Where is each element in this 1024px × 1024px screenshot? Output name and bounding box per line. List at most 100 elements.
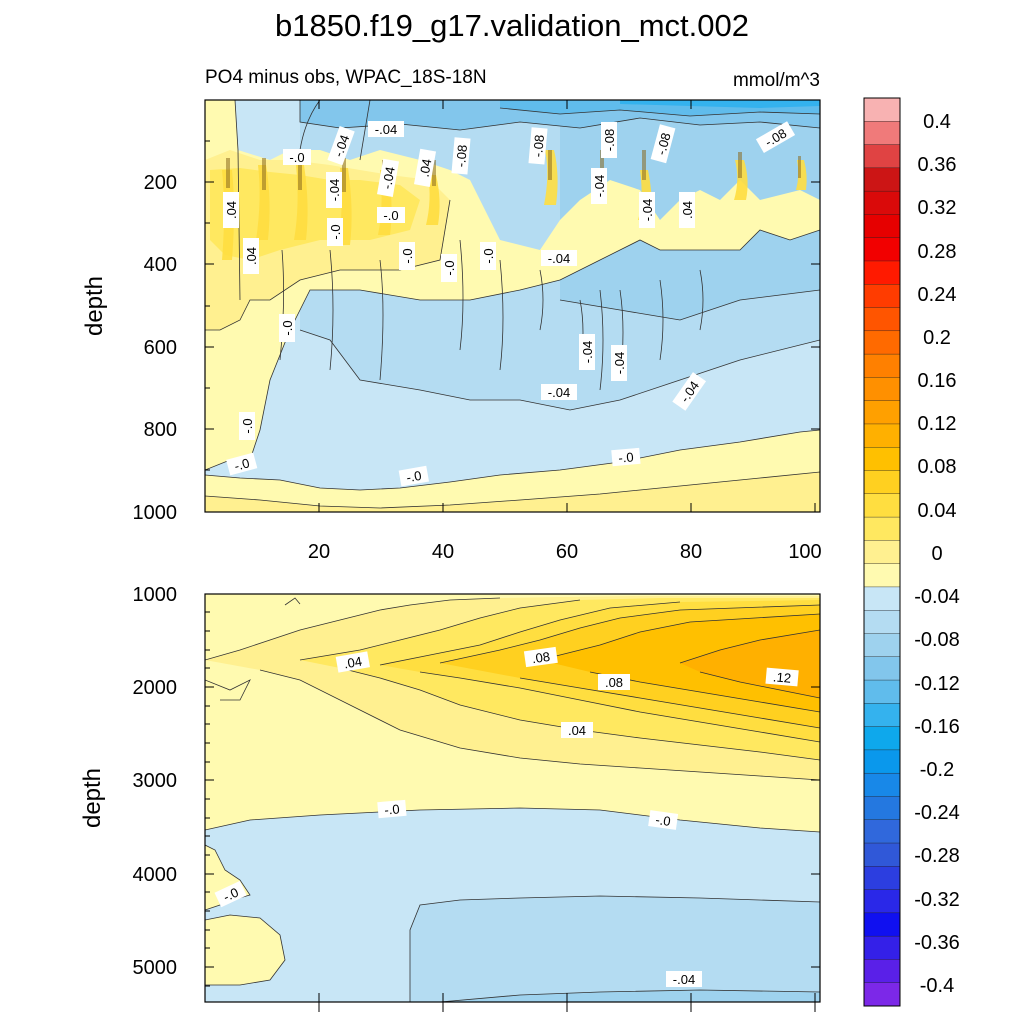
upper-field-pos04-bottom xyxy=(205,472,820,512)
lower-ytick-2000: 2000 xyxy=(133,677,178,699)
upper-xtick-20: 20 xyxy=(308,541,330,563)
upper-contour-label-28: -.0 xyxy=(240,418,255,433)
colorbar-label-0: 0 xyxy=(931,543,942,565)
upper-xaxis-ticks xyxy=(318,100,816,512)
colorbar-label-0.36: 0.36 xyxy=(918,154,957,176)
colorbar-segment xyxy=(863,610,901,634)
colorbar-label-0.2: 0.2 xyxy=(923,327,951,349)
upper-xaxis-labels: 20 40 60 80 100 xyxy=(308,541,822,563)
colorbar-segment xyxy=(863,563,901,588)
lower-contour-label-7: -.0 xyxy=(655,812,672,829)
colorbar-label-neg0.16: -0.16 xyxy=(914,716,960,738)
colorbar-segment xyxy=(863,796,901,821)
lower-contour-labels: .04 .08 .08 .12 .04 -.0 -.0 -.0 -.04 xyxy=(214,646,799,987)
colorbar-frame xyxy=(863,97,901,1007)
colorbar-label-0.16: 0.16 xyxy=(918,370,957,392)
colorbar-segment xyxy=(863,307,901,332)
colorbar-segment xyxy=(863,819,901,844)
lower-plot-area xyxy=(205,594,820,1002)
colorbar-segment xyxy=(863,97,901,122)
colorbar-segment xyxy=(863,912,901,937)
colorbar-label-neg0.2: -0.2 xyxy=(920,759,954,781)
lower-contour-label-2: .08 xyxy=(531,649,551,666)
colorbar-label-neg0.28: -0.28 xyxy=(914,845,960,867)
upper-contour-label-12: -.08 xyxy=(602,129,617,151)
upper-contour-label-10: -.08 xyxy=(453,144,470,168)
colorbar-segment xyxy=(863,656,901,681)
upper-contour-label-11: -.08 xyxy=(530,134,547,158)
colorbar-labels: 0.4 0.36 0.32 0.28 0.24 0.2 0.16 0.12 0.… xyxy=(914,111,960,997)
colorbar-label-0.08: 0.08 xyxy=(918,456,957,478)
upper-contour-label-25: -.04 xyxy=(612,352,627,374)
upper-ytick-200: 200 xyxy=(144,172,177,194)
upper-xtick-60: 60 xyxy=(556,541,578,563)
colorbar-label-neg0.4: -0.4 xyxy=(920,975,954,997)
colorbar-label-0.12: 0.12 xyxy=(918,413,957,435)
upper-field-neg20-surface xyxy=(620,100,820,108)
upper-contour-label-23: -.04 xyxy=(548,251,570,266)
lower-ytick-5000: 5000 xyxy=(133,957,178,979)
upper-yaxis-ticks xyxy=(205,140,820,513)
colorbar-segment xyxy=(863,447,901,472)
lower-plot-frame xyxy=(204,593,821,1003)
upper-contour-label-13: -.08 xyxy=(653,131,673,157)
colorbar-segment xyxy=(863,959,901,984)
colorbar-label-neg0.04: -0.04 xyxy=(914,586,960,608)
upper-ytick-800: 800 xyxy=(144,419,177,441)
colorbar-segment xyxy=(863,516,901,541)
upper-contour-label-26: -.04 xyxy=(548,385,570,400)
lower-xaxis-ticks xyxy=(318,993,816,1012)
colorbar-segment xyxy=(863,633,901,658)
colorbar-label-0.24: 0.24 xyxy=(918,284,957,306)
colorbar-segment xyxy=(863,353,901,378)
colorbar-segment xyxy=(863,935,901,960)
lower-yaxis-ticks xyxy=(205,593,820,987)
colorbar-label-0.32: 0.32 xyxy=(918,197,957,219)
colorbar-segment xyxy=(863,540,901,565)
upper-contour-lines xyxy=(205,100,820,509)
colorbar-label-0.4: 0.4 xyxy=(923,111,951,133)
colorbar-label-neg0.36: -0.36 xyxy=(914,932,960,954)
colorbar-segment xyxy=(863,190,901,215)
upper-contour-label-22: -.0 xyxy=(280,320,295,335)
colorbar-segment xyxy=(863,144,901,169)
colorbar-segment xyxy=(863,703,901,728)
colorbar-segment xyxy=(863,167,901,192)
lower-ytick-3000: 3000 xyxy=(133,770,178,792)
upper-ylabel: depth xyxy=(81,276,108,336)
chart-subtitle-left: PO4 minus obs, WPAC_18S-18N xyxy=(205,67,487,88)
colorbar-segment xyxy=(863,121,901,146)
upper-contour-label-9: .04 xyxy=(417,158,435,178)
upper-contour-label-20: -.0 xyxy=(442,260,457,275)
colorbar-segment xyxy=(863,260,901,285)
upper-contour-label-6: -.04 xyxy=(379,166,398,191)
upper-contour-label-16: -.04 xyxy=(640,199,655,221)
colorbar-segment xyxy=(863,889,901,914)
upper-contour-label-17: .04 xyxy=(680,201,695,219)
upper-xtick-40: 40 xyxy=(432,541,454,563)
colorbar-segment xyxy=(863,330,901,355)
upper-contour-label-18: -.0 xyxy=(328,224,343,239)
colorbar-segment xyxy=(863,772,901,797)
lower-ylabel: depth xyxy=(79,768,106,828)
colorbar-segment xyxy=(863,726,901,751)
lower-yaxis-labels: 1000 2000 3000 4000 5000 xyxy=(133,584,178,979)
colorbar-segment xyxy=(863,749,901,774)
colorbar-segment xyxy=(863,377,901,402)
colorbar-label-0.04: 0.04 xyxy=(918,500,957,522)
colorbar xyxy=(863,97,901,1007)
colorbar-segment xyxy=(863,679,901,704)
upper-contour-label-24: -.04 xyxy=(580,341,595,363)
upper-contour-labels: -.04 -.04 -.0 .04 .04 -.04 -.0 -.04 .04 … xyxy=(223,121,796,487)
lower-ytick-1000: 1000 xyxy=(133,584,178,606)
colorbar-segment xyxy=(863,586,901,611)
upper-contour-label-8: -.04 xyxy=(327,179,342,201)
colorbar-segment xyxy=(863,400,901,425)
upper-contour-label-15: -.04 xyxy=(592,175,607,197)
upper-contour-label-2: -.04 xyxy=(331,133,353,159)
chart-title: b1850.f19_g17.validation_mct.002 xyxy=(275,8,749,43)
upper-xtick-80: 80 xyxy=(680,541,702,563)
upper-ytick-400: 400 xyxy=(144,254,177,276)
lower-contour-label-8: -.0 xyxy=(221,885,241,905)
